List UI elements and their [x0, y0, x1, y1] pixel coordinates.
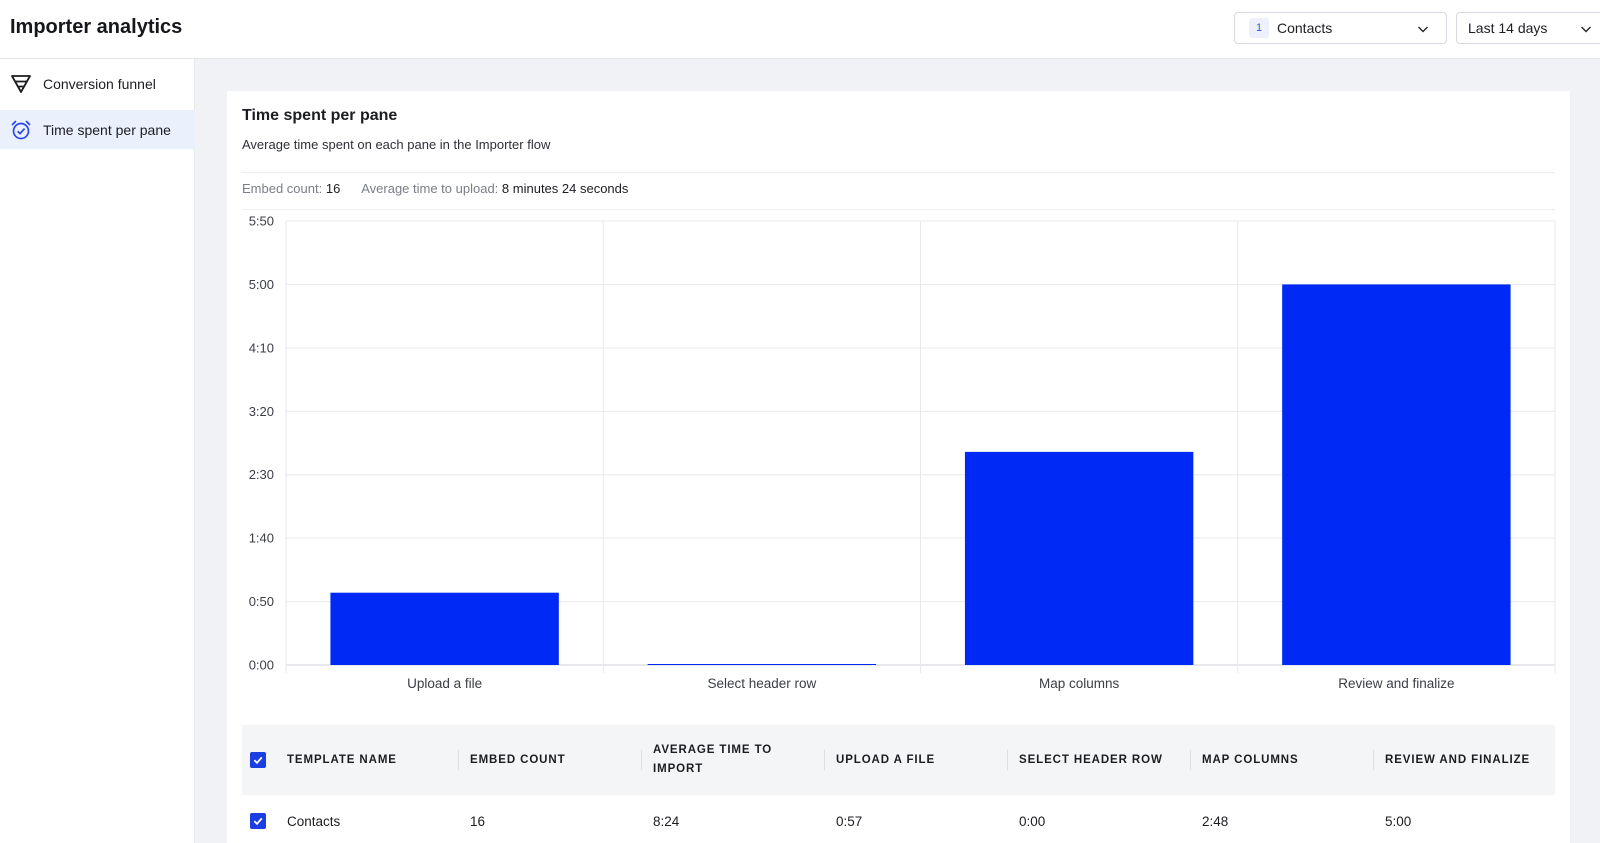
card-subtitle: Average time spent on each pane in the I… [242, 137, 551, 152]
column-header[interactable]: TEMPLATE NAME [287, 753, 397, 766]
column-separator [1373, 750, 1374, 770]
column-separator [1190, 750, 1191, 770]
y-tick-label: 4:10 [249, 340, 274, 355]
table-cell: 5:00 [1385, 813, 1412, 829]
bar [964, 451, 1194, 665]
card-title: Time spent per pane [242, 107, 398, 124]
row-checkbox[interactable] [250, 813, 266, 829]
y-tick-label: 5:00 [249, 277, 274, 292]
y-tick-label: 0:00 [249, 658, 274, 673]
time-per-pane-chart: 0:00 0:50 1:40 2:30 3:20 4:10 5:00 5:50 Upload a… [249, 214, 1556, 691]
column-header[interactable]: UPLOAD A FILE [836, 753, 936, 766]
select-all-checkbox[interactable] [250, 752, 266, 768]
bar [647, 664, 877, 665]
time-spent-card: Time spent per pane Average time spent o… [227, 91, 1570, 843]
y-tick-label: 1:40 [249, 531, 274, 546]
embed-count-value: 16 [325, 181, 341, 196]
table-cell: 0:00 [1019, 813, 1046, 829]
sidebar: Conversion funnel Time spent per pane [0, 59, 195, 843]
column-header[interactable]: MAP COLUMNS [1202, 753, 1299, 766]
templates-table: TEMPLATE NAME EMBED COUNT AVERAGE TIME TO … [242, 725, 1555, 843]
y-tick-label: 3:20 [249, 404, 274, 419]
top-bar: Importer analytics 1 Contacts Last 14 da… [0, 0, 1600, 59]
template-select[interactable]: 1 Contacts [1234, 12, 1447, 44]
x-tick-label: Upload a file [407, 676, 482, 691]
bar [330, 592, 559, 665]
column-header[interactable]: AVERAGE TIME TO IMPORT [653, 744, 773, 775]
chevron-down-icon [1417, 26, 1429, 33]
avg-time-label: Average time to upload: [361, 181, 499, 196]
x-tick-label: Select header row [707, 676, 816, 691]
stats-row: Embed count: 16 Average time to upload: … [242, 181, 646, 196]
date-range-select[interactable]: Last 14 days [1456, 12, 1600, 44]
table-cell: 16 [470, 813, 486, 829]
template-select-value: Contacts [1277, 20, 1333, 36]
column-header[interactable]: SELECT HEADER ROW [1019, 753, 1163, 766]
date-range-value: Last 14 days [1468, 20, 1548, 36]
chevron-down-icon [1580, 26, 1592, 33]
sidebar-item-label: Conversion funnel [43, 75, 156, 92]
page-title: Importer analytics [10, 16, 183, 38]
avg-time-value: 8 minutes 24 seconds [501, 181, 629, 196]
table-cell: 2:48 [1202, 813, 1229, 829]
sidebar-item-label: Time spent per pane [43, 121, 171, 138]
column-separator [458, 750, 459, 770]
table-header: TEMPLATE NAME EMBED COUNT AVERAGE TIME TO … [242, 725, 1555, 795]
template-count-badge: 1 [1249, 18, 1269, 38]
alarm-clock-icon [11, 120, 31, 139]
embed-count-label: Embed count: [242, 181, 323, 196]
column-separator [1007, 750, 1008, 770]
column-header[interactable]: REVIEW AND FINALIZE [1385, 753, 1531, 766]
y-tick-label: 0:50 [249, 594, 274, 609]
column-separator [641, 750, 642, 770]
divider [242, 209, 1555, 210]
check-icon [253, 817, 263, 826]
funnel-icon [11, 74, 31, 93]
bar [1282, 284, 1511, 665]
check-icon [253, 756, 263, 765]
table-cell: Contacts [287, 813, 341, 829]
table-row[interactable]: Contacts 16 8:24 0:57 0:00 2:48 5:00 [242, 795, 1555, 843]
x-tick-label: Review and finalize [1338, 676, 1454, 691]
table-body: Contacts 16 8:24 0:57 0:00 2:48 5:00 [242, 795, 1555, 843]
y-tick-label: 2:30 [249, 467, 274, 482]
divider [242, 172, 1555, 173]
table-cell: 0:57 [836, 813, 863, 829]
y-tick-label: 5:50 [249, 214, 274, 229]
table-cell: 8:24 [653, 813, 680, 829]
main-content: Time spent per pane Average time spent o… [195, 59, 1600, 843]
column-header[interactable]: EMBED COUNT [470, 753, 566, 766]
sidebar-item-conversion-funnel[interactable]: Conversion funnel [0, 64, 195, 103]
x-tick-label: Map columns [1039, 676, 1120, 691]
column-separator [824, 750, 825, 770]
sidebar-item-time-spent[interactable]: Time spent per pane [0, 110, 195, 149]
